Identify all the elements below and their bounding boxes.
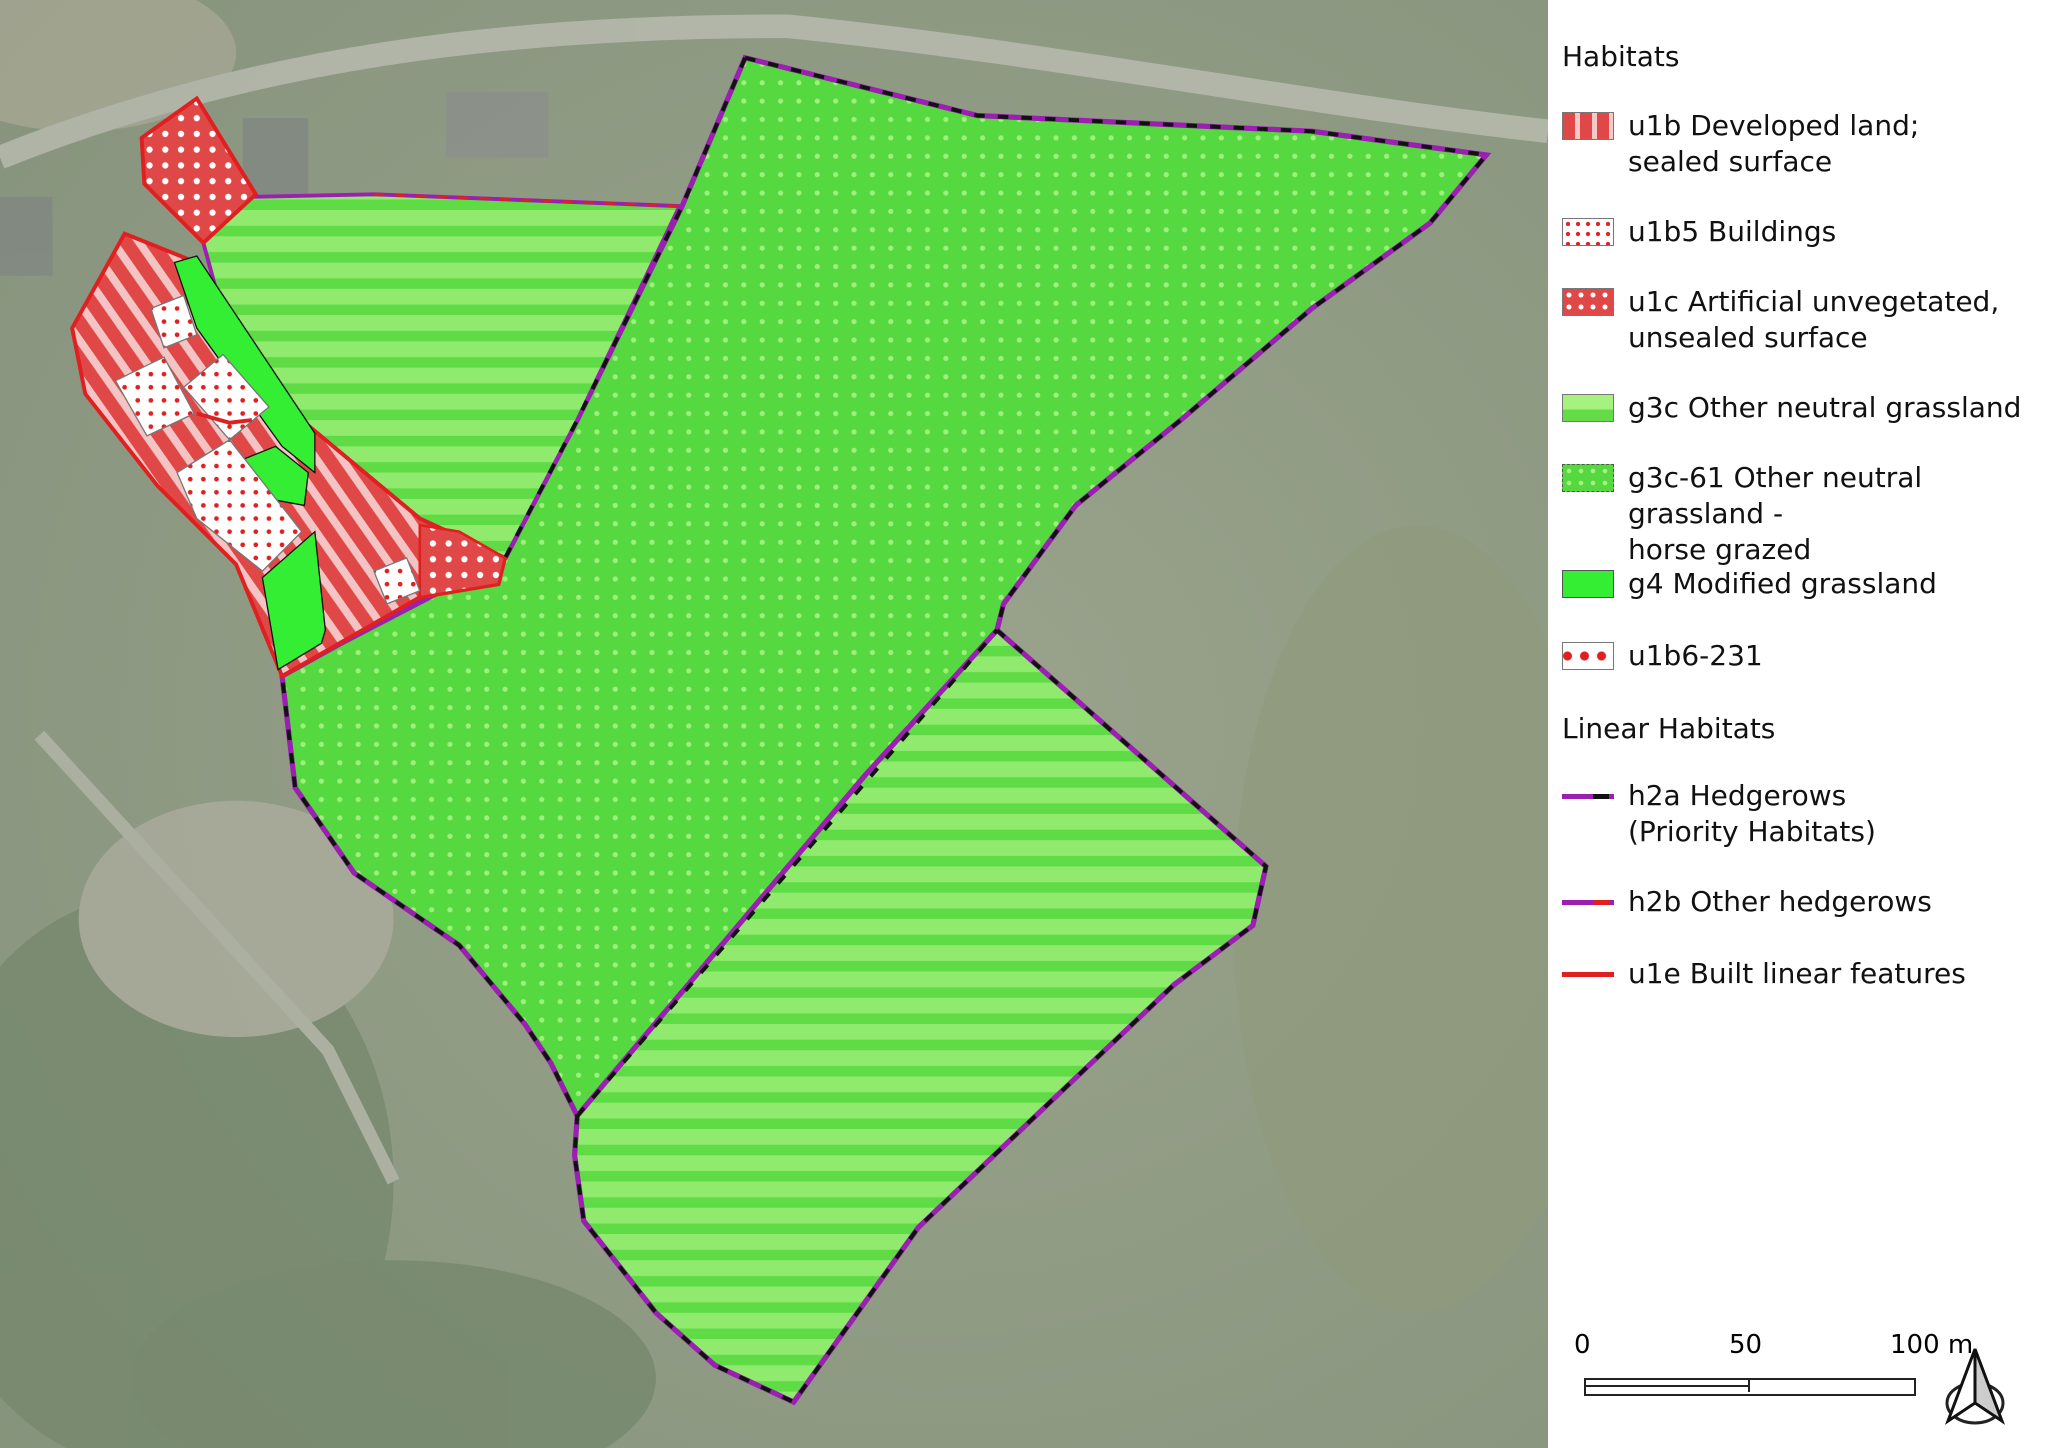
legend-item-g4: g4 Modified grassland	[1562, 566, 1937, 602]
scale-label-0: 0	[1574, 1330, 1591, 1360]
legend-label: u1b6-231	[1628, 639, 1763, 672]
north-arrow-icon	[1944, 1348, 2006, 1425]
u1b-swatch	[1562, 112, 1614, 140]
legend-label: unsealed surface	[1628, 321, 1868, 354]
h2b-line-swatch	[1562, 900, 1614, 905]
parcel-g4-south[interactable]	[261, 530, 327, 671]
legend-item-u1e: u1e Built linear features	[1562, 956, 1966, 992]
legend-label: horse grazed	[1628, 533, 1812, 566]
legend-label: u1c Artificial unvegetated,	[1628, 285, 2000, 318]
building[interactable]	[114, 356, 196, 437]
legend: Habitats u1b Developed land; sealed surfa…	[1548, 0, 2048, 1448]
h2a-line-swatch	[1562, 794, 1614, 799]
legend-label: h2b Other hedgerows	[1628, 885, 1932, 918]
legend-label: g3c Other neutral grassland	[1628, 391, 2022, 424]
legend-label: u1b Developed land;	[1628, 109, 1920, 142]
built-linear-feature-u1e	[196, 411, 253, 425]
building[interactable]	[182, 353, 270, 441]
legend-label: sealed surface	[1628, 145, 1833, 178]
parcel-u1c-south[interactable]	[418, 523, 507, 599]
u1c-swatch	[1562, 288, 1614, 316]
legend-label: g3c-61 Other neutral grassland -	[1628, 461, 1923, 530]
hedgerow-h2a-internal	[503, 56, 747, 559]
parcel-g4-strip[interactable]	[173, 255, 316, 474]
legend-item-h2a: h2a Hedgerows (Priority Habitats)	[1562, 778, 1876, 850]
u1e-line-swatch	[1562, 972, 1614, 977]
g3c-swatch	[1562, 394, 1614, 422]
legend-habitats-title: Habitats	[1562, 40, 1680, 73]
buildings-u1b5	[114, 294, 421, 605]
scale-label-100: 100 m	[1890, 1330, 1974, 1360]
scale-label-50: 50	[1729, 1330, 1763, 1360]
building[interactable]	[150, 294, 198, 349]
legend-item-h2b: h2b Other hedgerows	[1562, 884, 1932, 920]
legend-item-g3c: g3c Other neutral grassland	[1562, 390, 2021, 426]
legend-linear-title: Linear Habitats	[1562, 712, 1776, 745]
parcel-u1c-north[interactable]	[139, 95, 259, 246]
legend-item-g3c-61: g3c-61 Other neutral grassland - horse gr…	[1562, 460, 2048, 568]
building[interactable]	[373, 557, 421, 605]
habitat-map[interactable]	[0, 0, 1548, 1448]
legend-item-u1c: u1c Artificial unvegetated, unsealed surf…	[1562, 284, 1999, 356]
g4-swatch	[1562, 570, 1614, 598]
legend-item-u1b6-231: u1b6-231	[1562, 638, 1763, 674]
aerial-texture	[0, 0, 1548, 1448]
legend-label: u1e Built linear features	[1628, 957, 1966, 990]
legend-item-u1b: u1b Developed land; sealed surface	[1562, 108, 1919, 180]
legend-label: g4 Modified grassland	[1628, 567, 1937, 600]
u1b6-231-swatch	[1562, 642, 1614, 670]
hedgerow-h2b	[373, 192, 680, 208]
g3c-61-swatch	[1562, 464, 1614, 492]
legend-label: (Priority Habitats)	[1628, 815, 1876, 848]
scale-bar: 0 50 100 m	[1574, 1330, 1973, 1410]
legend-label: h2a Hedgerows	[1628, 779, 1847, 812]
legend-item-u1b5: u1b5 Buildings	[1562, 214, 1836, 250]
u1b5-swatch	[1562, 218, 1614, 246]
legend-label: u1b5 Buildings	[1628, 215, 1837, 248]
hedgerow-h2a	[280, 55, 1491, 1405]
building[interactable]	[176, 438, 303, 572]
